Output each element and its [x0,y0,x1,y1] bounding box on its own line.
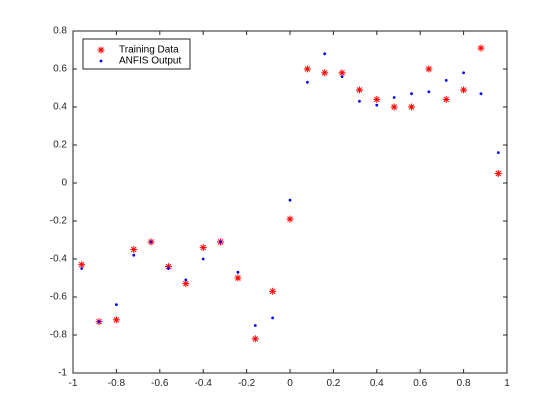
training-data-point [408,103,416,111]
training-data-point [460,86,468,94]
anfis-output-point [132,253,136,257]
training-data-point [269,287,277,295]
anfis-output-point [271,316,275,320]
training-data-point [234,274,242,282]
anfis-output-point [167,267,170,270]
anfis-output-point [288,198,292,202]
anfis-output-point [323,52,327,56]
training-data-point [199,244,207,252]
anfis-output-point [340,75,344,78]
training-data-point [390,103,398,111]
anfis-output-point [115,303,118,306]
anfis-output-point [479,92,483,96]
y-tick-label: 0.6 [53,64,67,75]
anfis-output-point [253,324,257,327]
training-data-point [355,86,363,94]
y-tick-label: 0 [61,178,67,189]
anfis-output-point [358,99,361,103]
x-axis-ticks: -1 -0.8 -0.6 -0.4 -0.2 0 0.2 0.4 0.6 0.8 1 [69,31,510,389]
legend-training-marker [97,46,105,54]
anfis-output-point [305,80,309,84]
anfis-output-point [80,267,84,270]
anfis-output-point [427,90,431,94]
y-tick-label: 0.4 [53,102,67,113]
x-tick-label: -0.2 [238,378,256,389]
y-tick-label: -0.2 [50,216,68,227]
legend: Training Data ANFIS Output [82,38,191,70]
x-tick-label: 0.6 [413,378,427,389]
legend-anfis-label: ANFIS Output [119,56,181,67]
training-data-point [477,44,485,52]
training-data-point [321,69,329,77]
x-tick-label: -1 [69,378,78,389]
training-data-point [251,335,259,343]
plot-area [73,31,507,373]
x-tick-label: -0.8 [108,378,126,389]
anfis-output-point [496,151,500,155]
y-tick-label: -0.4 [50,254,68,265]
training-data-series [78,44,502,343]
anfis-output-point [375,103,379,107]
y-tick-label: -1 [58,368,67,379]
anfis-output-point [219,240,222,244]
training-data-point [78,261,86,269]
x-tick-label: 1 [504,378,510,389]
training-data-point [338,69,346,77]
legend-anfis-marker [99,59,103,63]
anfis-output-point [149,240,153,244]
training-data-point [425,65,433,73]
anfis-output-point [392,96,396,99]
y-tick-label: 0.2 [53,140,67,151]
training-data-point [303,65,311,73]
legend-training-asterisk [97,46,105,54]
training-data-point [112,316,120,324]
x-tick-label: 0.4 [370,378,384,389]
training-data-point [182,280,190,288]
anfis-output-point [201,257,205,261]
training-data-point [130,246,138,253]
plot-frame [72,30,508,374]
x-tick-label: -0.4 [195,378,213,389]
y-tick-label: -0.8 [50,330,68,341]
training-data-point [373,95,381,103]
anfis-output-point [462,71,465,75]
anfis-output-point [236,270,240,274]
x-tick-label: 0.2 [326,378,340,389]
anfis-output-series [80,52,500,327]
anfis-output-point [444,79,448,82]
training-data-point [442,95,450,103]
y-axis-ticks: -1 -0.8 -0.6 -0.4 -0.2 0 0.2 0.4 0.6 0.8 [50,26,507,379]
x-tick-label: -0.6 [151,378,169,389]
training-data-point [286,215,294,223]
legend-training-label: Training Data [119,45,179,56]
x-tick-label: 0 [287,378,293,389]
anfis-output-point [410,92,413,96]
y-tick-label: -0.6 [50,292,68,303]
y-tick-label: 0.8 [53,26,67,37]
training-data-point [494,170,502,177]
anfis-output-point [184,278,188,282]
x-tick-label: 0.8 [457,378,471,389]
anfis-output-point [97,320,101,324]
legend-box [82,38,191,70]
